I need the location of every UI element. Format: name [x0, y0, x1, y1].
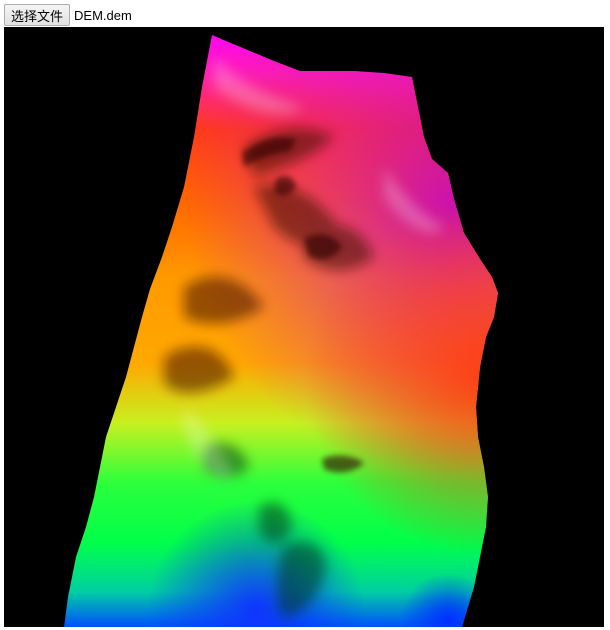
selected-file-name: DEM.dem — [74, 8, 132, 23]
file-input[interactable]: 选择文件 DEM.dem — [4, 4, 132, 26]
choose-file-button[interactable]: 选择文件 — [4, 4, 70, 26]
terrain-canvas[interactable] — [4, 27, 604, 627]
terrain-viewport[interactable] — [4, 27, 604, 627]
